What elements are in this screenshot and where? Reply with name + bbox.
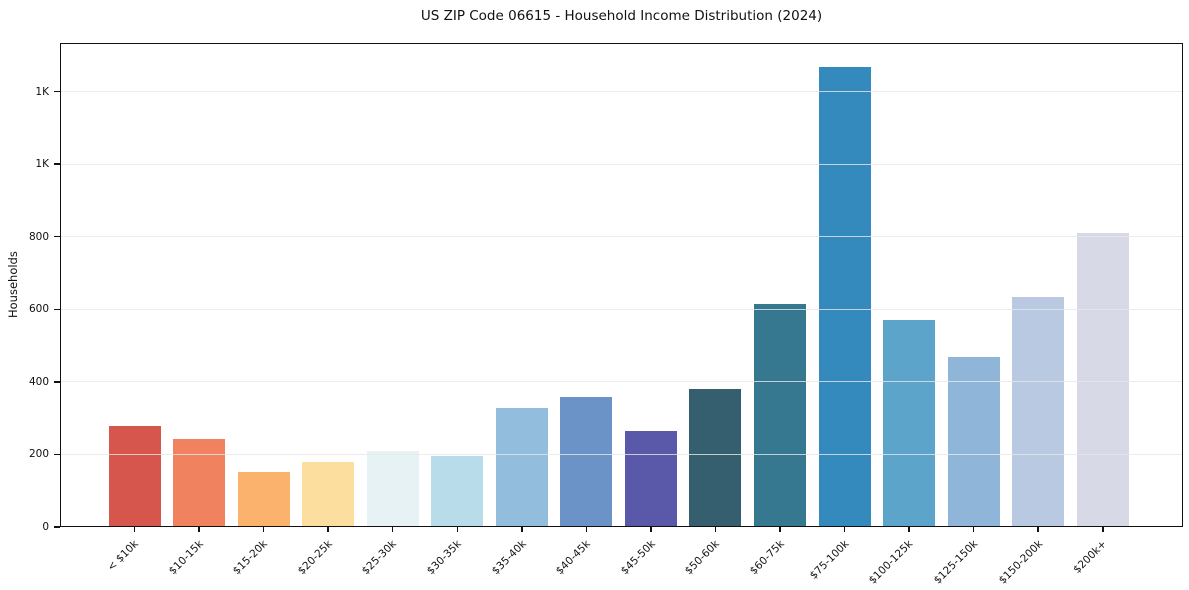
x-tick-label: $45-50k [618, 538, 658, 578]
bar-30-35k [431, 456, 484, 527]
gridline [60, 308, 1183, 310]
x-tick [908, 527, 910, 532]
x-tick [779, 527, 781, 532]
x-tick-label: $75-100k [807, 538, 852, 582]
x-tick-label: $35-40k [489, 538, 529, 578]
y-tick [54, 526, 60, 528]
x-tick [585, 527, 588, 532]
x-tick-label: $100-125k [867, 538, 916, 587]
bar-40-45k [560, 397, 613, 527]
y-tick-label: 0 [42, 521, 49, 533]
x-tick-label: $15-20k [231, 538, 271, 578]
bar-10-15k [173, 439, 226, 527]
x-tick-label: $60-75k [747, 538, 787, 578]
x-tick-label: $40-45k [553, 538, 593, 578]
bar-200k [1076, 233, 1129, 527]
x-tick-label: $20-25k [295, 538, 335, 578]
bar-15-20k [237, 471, 290, 527]
x-tick [1037, 527, 1039, 532]
y-tick-label: 800 [28, 230, 49, 243]
gridline [60, 381, 1183, 383]
bar-150-200k [1012, 296, 1065, 527]
y-tick-label: 400 [28, 375, 49, 388]
x-tick [133, 527, 136, 532]
x-tick-label: $25-30k [360, 538, 400, 578]
x-tick [972, 527, 975, 532]
y-tick [54, 90, 60, 93]
y-tick [54, 235, 60, 238]
y-tick [54, 453, 60, 456]
x-tick [327, 527, 329, 532]
x-tick-label: $30-35k [424, 538, 464, 578]
x-tick-label: $50-60k [682, 538, 722, 578]
x-tick-label: $200k+ [1071, 538, 1110, 576]
gridline [60, 453, 1183, 456]
bar-45-50k [624, 431, 677, 527]
bar-20-25k [302, 462, 355, 527]
chart-title: US ZIP Code 06615 - Household Income Dis… [420, 8, 823, 24]
x-tick [262, 527, 265, 532]
x-tick [714, 527, 717, 532]
bar-60-75k [754, 303, 806, 527]
y-tick-label: 600 [28, 303, 49, 316]
x-tick-label: $125-150k [931, 538, 981, 587]
x-tick [391, 527, 394, 532]
y-tick [54, 308, 60, 311]
bar-10k [108, 426, 161, 527]
x-tick-label: < $10k [105, 538, 141, 574]
x-tick-label: $10-15k [166, 538, 206, 578]
bar-125-150k [947, 357, 1000, 527]
x-tick [456, 527, 458, 532]
bar-35-40k [495, 407, 548, 527]
bar-75-100k [818, 66, 871, 527]
bar-50-60k [689, 389, 742, 527]
x-tick [1102, 527, 1104, 532]
y-tick [54, 163, 60, 165]
x-tick [650, 527, 652, 532]
x-tick [521, 527, 523, 532]
x-tick [198, 527, 200, 532]
x-tick [843, 527, 846, 532]
gridline [60, 236, 1183, 238]
y-tick [54, 381, 60, 383]
gridline [60, 163, 1183, 165]
y-tick-label: 1K [35, 158, 49, 171]
gridline [60, 91, 1183, 93]
y-tick-label: 200 [28, 448, 49, 461]
x-tick-label: $150-200k [996, 538, 1045, 587]
bar-100-125k [883, 320, 936, 527]
y-tick-label: 1K [35, 85, 49, 98]
bar-25-30k [366, 450, 419, 527]
